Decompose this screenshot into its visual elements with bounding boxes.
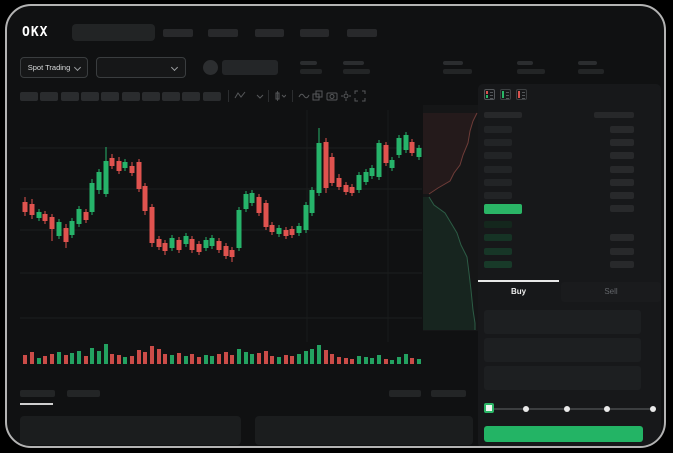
- depth-chart-panel: [423, 105, 478, 331]
- timeframe-pill-skeleton[interactable]: [182, 92, 200, 101]
- timeframe-pill-skeleton[interactable]: [81, 92, 99, 101]
- orderbook-ask-amount-skeleton: [610, 165, 634, 173]
- fullscreen-icon[interactable]: [354, 90, 366, 102]
- orderbook-bid-row[interactable]: [484, 261, 512, 269]
- market-stat-label-skeleton: [578, 61, 597, 65]
- timeframe-pill-skeleton[interactable]: [20, 92, 38, 101]
- orderbook-ask-row[interactable]: [484, 139, 512, 147]
- orderbook-bid-row[interactable]: [484, 221, 512, 228]
- orderbook-ask-amount-skeleton: [610, 139, 634, 147]
- orderbook-ask-row[interactable]: [484, 126, 512, 133]
- compare-icon[interactable]: [312, 90, 324, 102]
- market-stat-value-skeleton: [578, 69, 604, 74]
- pair-selector[interactable]: [96, 57, 186, 78]
- market-stat-value-skeleton: [517, 69, 545, 74]
- market-stat-value-skeleton: [343, 69, 370, 74]
- tab-sell[interactable]: Sell: [604, 287, 618, 296]
- order-amount-field-skeleton[interactable]: [484, 338, 641, 362]
- nav-item-skeleton[interactable]: [208, 29, 238, 37]
- market-stat-value-skeleton: [300, 69, 322, 74]
- timeframe-pill-skeleton[interactable]: [40, 92, 58, 101]
- orderbook-bid-row[interactable]: [484, 247, 512, 255]
- nav-item-skeleton[interactable]: [300, 29, 329, 37]
- orderbook-ask-amount-skeleton: [610, 126, 634, 133]
- line-tool-icon[interactable]: [298, 90, 310, 102]
- asks-only-icon[interactable]: [516, 89, 527, 100]
- bottom-action-skeleton[interactable]: [389, 390, 421, 397]
- bottom-tab-history-skeleton[interactable]: [67, 390, 100, 397]
- orderbook-bid-amount-skeleton: [610, 247, 634, 255]
- orderbook-bid-amount-skeleton: [610, 234, 634, 242]
- bottom-tab-open-orders-skeleton[interactable]: [20, 390, 55, 397]
- header-search-skeleton[interactable]: [72, 24, 155, 41]
- orderbook-bid-amount-skeleton: [610, 261, 634, 269]
- settings-gear-icon[interactable]: [340, 90, 352, 102]
- chevron-down-icon: [170, 63, 179, 71]
- timeframe-pill-skeleton[interactable]: [203, 92, 221, 101]
- chevron-down-icon: [74, 63, 82, 71]
- orderbook-ask-row[interactable]: [484, 152, 512, 160]
- orders-panel-skeleton: [255, 416, 473, 445]
- slider-stop-dot[interactable]: [564, 406, 570, 412]
- device-frame: OKX Spot Trading: [5, 4, 666, 448]
- camera-icon[interactable]: [326, 90, 338, 102]
- market-stat-value-skeleton: [443, 69, 472, 74]
- volume-bars: [23, 344, 421, 364]
- orderbook-ask-amount-skeleton: [610, 152, 634, 160]
- pair-coin-icon: [203, 60, 218, 75]
- market-stat-label-skeleton: [443, 61, 463, 65]
- pair-name-skeleton: [222, 60, 278, 75]
- bottom-action-skeleton[interactable]: [431, 390, 466, 397]
- orderbook-last-price-highlight[interactable]: [484, 204, 522, 214]
- market-type-label: Spot Trading: [27, 63, 71, 72]
- active-tab-indicator: [478, 280, 559, 282]
- orderbook-header-amount-skeleton: [594, 112, 634, 118]
- order-total-field-skeleton[interactable]: [484, 366, 641, 390]
- slider-stop-dot[interactable]: [650, 406, 656, 412]
- slider-stop-dot[interactable]: [604, 406, 610, 412]
- timeframe-pill-skeleton[interactable]: [101, 92, 119, 101]
- buy-submit-button[interactable]: [484, 426, 643, 442]
- slider-stop-dot[interactable]: [523, 406, 529, 412]
- nav-item-skeleton[interactable]: [163, 29, 193, 37]
- timeframe-pill-skeleton[interactable]: [122, 92, 140, 101]
- orderbook-ask-row[interactable]: [484, 178, 512, 186]
- order-price-field-skeleton[interactable]: [484, 310, 641, 334]
- amount-slider-handle[interactable]: [484, 403, 494, 413]
- tab-buy[interactable]: Buy: [510, 287, 527, 296]
- nav-item-skeleton[interactable]: [255, 29, 284, 37]
- candle-style-icon[interactable]: [274, 90, 286, 102]
- okx-logo: OKX: [22, 25, 49, 40]
- chevron-down-icon[interactable]: [254, 90, 266, 102]
- nav-item-skeleton[interactable]: [347, 29, 377, 37]
- amount-slider-track[interactable]: [489, 408, 653, 410]
- market-stat-label-skeleton: [300, 61, 317, 65]
- orderbook-amount-skeleton: [610, 205, 634, 212]
- timeframe-pill-skeleton[interactable]: [162, 92, 180, 101]
- bottom-active-tab-indicator: [20, 403, 53, 405]
- depth-chart: [423, 112, 478, 330]
- toolbar-divider: [268, 90, 269, 102]
- toolbar-divider: [292, 90, 293, 102]
- orderbook-ask-row[interactable]: [484, 165, 512, 173]
- market-stat-label-skeleton: [343, 61, 364, 65]
- candlestick-chart[interactable]: [20, 110, 422, 342]
- market-type-selector[interactable]: Spot Trading: [20, 57, 88, 78]
- indicator-icon[interactable]: [234, 90, 246, 102]
- orderbook-header-price-skeleton: [484, 112, 522, 118]
- toolbar-divider: [228, 90, 229, 102]
- timeframe-pill-skeleton[interactable]: [142, 92, 160, 101]
- timeframe-pill-skeleton[interactable]: [61, 92, 79, 101]
- orderbook-bid-row[interactable]: [484, 234, 512, 242]
- bids-only-icon[interactable]: [500, 89, 511, 100]
- orders-panel-skeleton: [20, 416, 241, 445]
- combined-book-icon[interactable]: [484, 89, 495, 100]
- sell-tab-background: [561, 282, 661, 302]
- orderbook-ask-amount-skeleton: [610, 192, 634, 199]
- orderbook-ask-row[interactable]: [484, 192, 512, 199]
- orderbook-ask-amount-skeleton: [610, 178, 634, 186]
- market-stat-label-skeleton: [517, 61, 533, 65]
